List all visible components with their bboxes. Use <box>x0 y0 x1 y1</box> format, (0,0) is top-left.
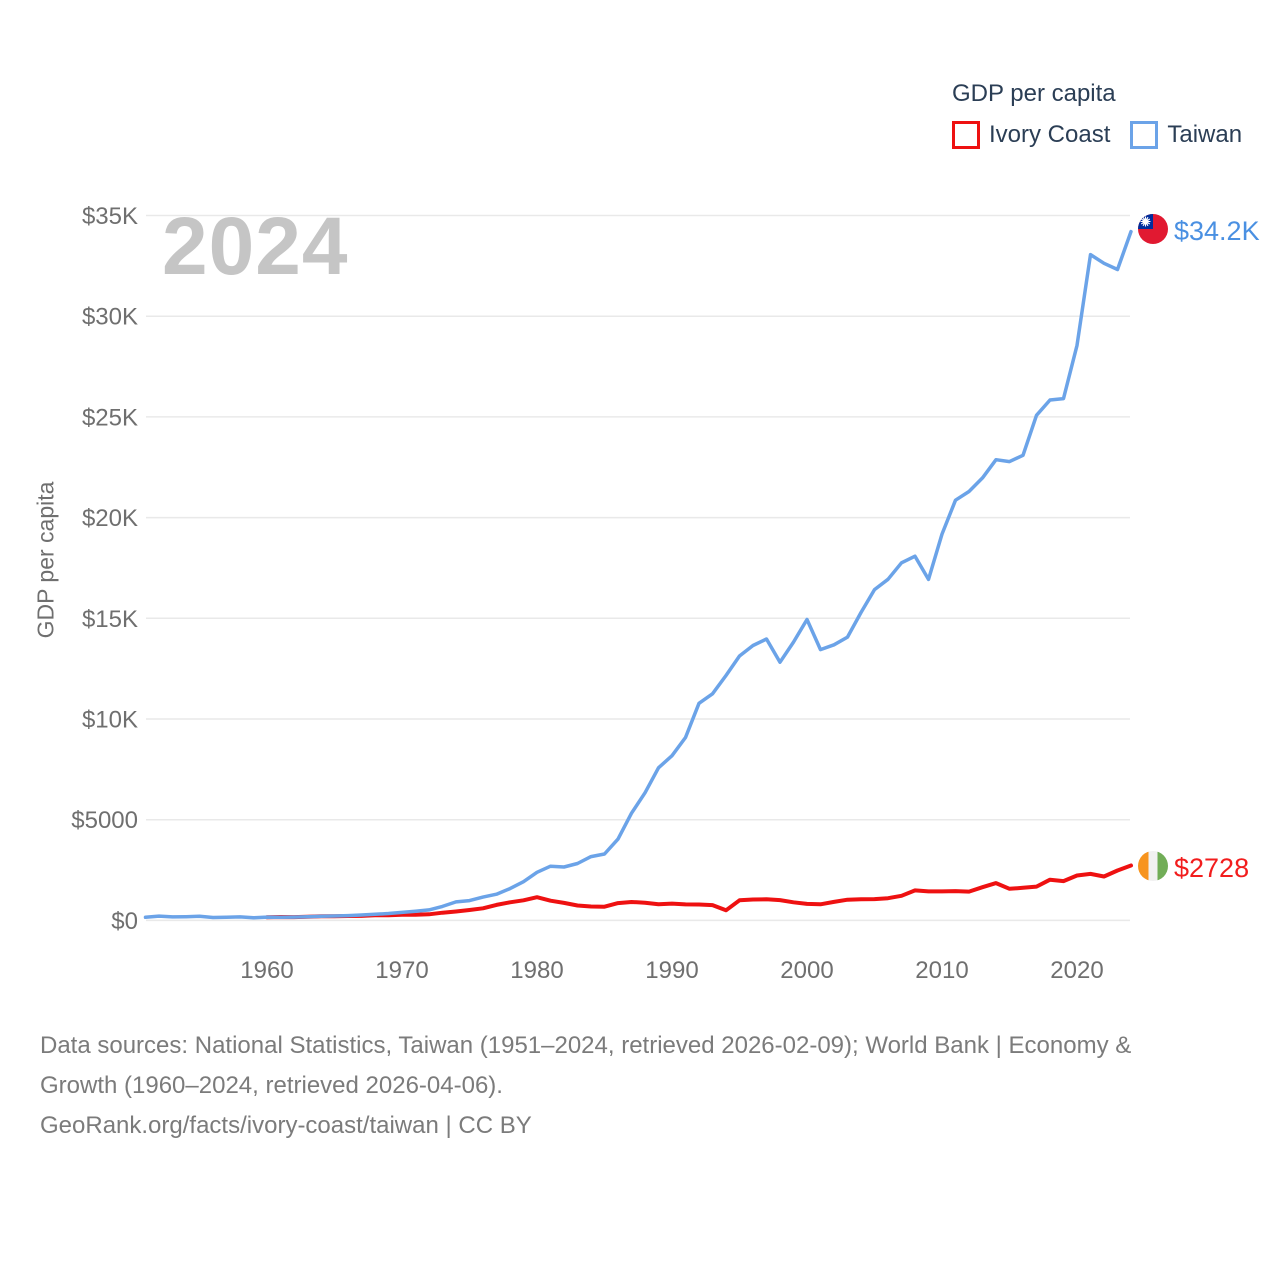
x-tick-label: 1980 <box>510 957 563 984</box>
legend-item-taiwan[interactable]: Taiwan <box>1130 121 1242 149</box>
x-tick-label: 2020 <box>1050 957 1103 984</box>
ivory-coast-swatch-icon <box>952 121 980 149</box>
taiwan-flag-icon <box>1138 214 1168 244</box>
legend-label-taiwan: Taiwan <box>1167 121 1243 148</box>
series-line-taiwan <box>143 229 1133 920</box>
y-tick-label: $15K <box>82 606 138 633</box>
y-axis-title: GDP per capita <box>32 481 59 639</box>
y-tick-label: $35K <box>82 203 138 230</box>
y-tick-label: $20K <box>82 505 138 532</box>
y-tick-label: $30K <box>82 304 138 331</box>
source-url-line[interactable]: GeoRank.org/facts/ivory-coast/taiwan | C… <box>40 1112 532 1139</box>
legend-title: GDP per capita <box>952 80 1116 107</box>
y-tick-label: $0 <box>111 908 138 935</box>
ivory-coast-flag-icon <box>1138 851 1168 881</box>
taiwan-swatch-icon <box>1130 121 1159 149</box>
footer-attribution: Data sources: National Statistics, Taiwa… <box>40 1026 1131 1146</box>
gdp-line-chart: $0 $5000 $10K $15K $20K $25K $30K $35K 1960 1970 1… <box>71 203 1133 984</box>
data-sources-line-1: Data sources: National Statistics, Taiwa… <box>40 1032 1132 1059</box>
data-sources-line-2: Growth (1960–2024, retrieved 2026-04-06)… <box>40 1072 503 1099</box>
x-tick-label: 1990 <box>645 957 698 984</box>
x-tick-label: 1960 <box>240 957 293 984</box>
legend-label-ivory-coast: Ivory Coast <box>989 121 1111 148</box>
y-tick-label: $25K <box>82 404 138 431</box>
y-tick-label: $10K <box>82 707 138 734</box>
x-tick-label: 2000 <box>780 957 833 984</box>
y-tick-label: $5000 <box>71 807 138 834</box>
x-tick-label: 2010 <box>915 957 968 984</box>
x-tick-label: 1970 <box>375 957 428 984</box>
series-line-ivory-coast <box>265 863 1133 920</box>
year-watermark: 2024 <box>162 201 349 292</box>
taiwan-end-value-label: $34.2K <box>1174 216 1260 246</box>
chart-legend: GDP per capita Ivory Coast Taiwan <box>952 80 1252 149</box>
legend-row: Ivory Coast Taiwan <box>952 121 1252 149</box>
ivory-coast-end-value-label: $2728 <box>1174 853 1250 883</box>
legend-item-ivory-coast[interactable]: Ivory Coast <box>952 121 1110 149</box>
